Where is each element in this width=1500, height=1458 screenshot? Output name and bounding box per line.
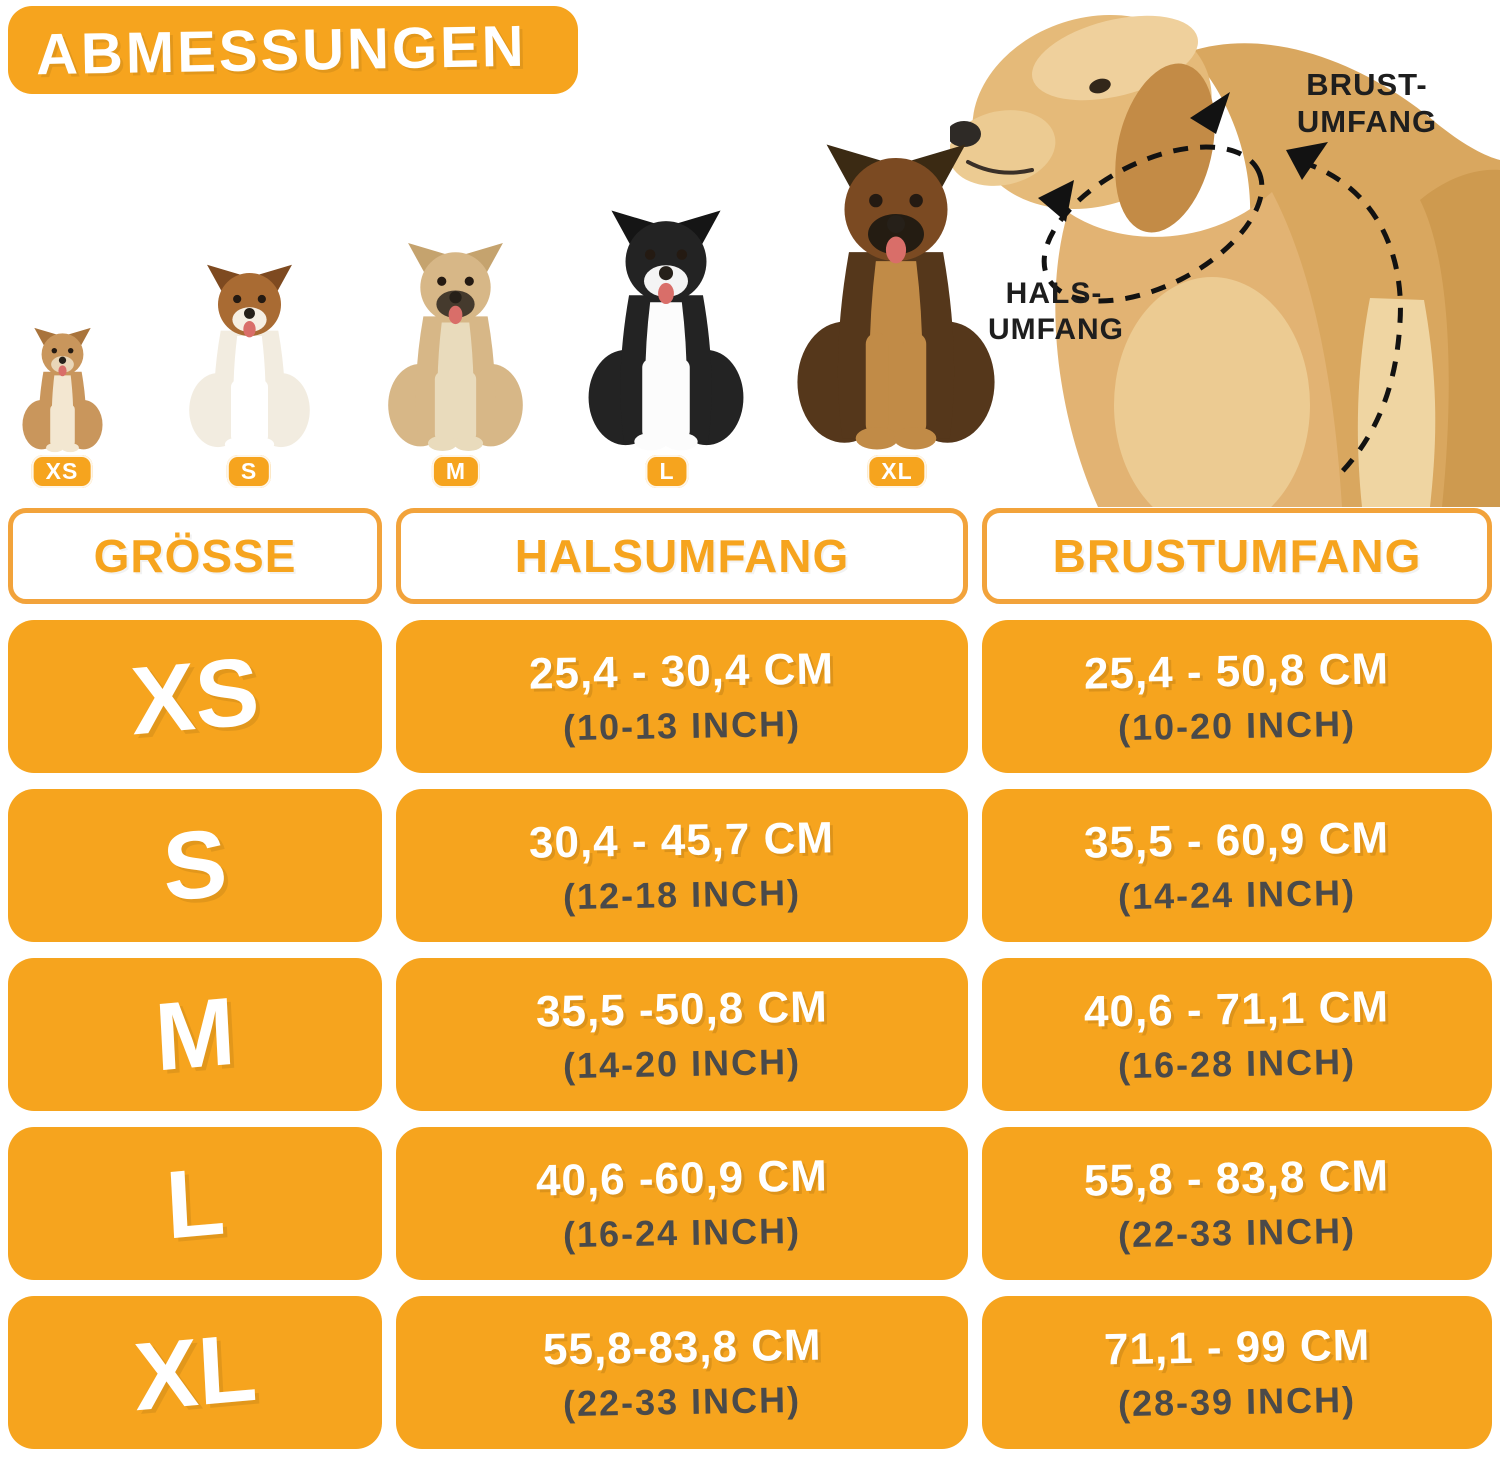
chest-inch-value: (28-39 INCH): [1117, 1378, 1357, 1424]
table-row-s-chest: 35,5 - 60,9 CM (14-24 INCH): [982, 789, 1492, 942]
size-table: GRÖSSE HALSUMFANG BRUSTUMFANG XS 25,4 - …: [8, 508, 1492, 1449]
neck-inch-value: (12-18 INCH): [562, 871, 802, 917]
golden-retriever-measure-illustration: [950, 14, 1500, 507]
table-row-m-neck: 35,5 -50,8 CM (14-20 INCH): [396, 958, 968, 1111]
chest-arrowhead: [1286, 142, 1328, 180]
dog-ear: [1115, 63, 1215, 233]
dog-m-french-bulldog-illustration: [379, 240, 532, 454]
size-badge-s: S: [226, 455, 272, 488]
neck-arrowhead-top: [1190, 92, 1230, 134]
dog-xs-chihuahua-illustration: [17, 326, 108, 454]
neck-label-line1: HALS-: [1005, 277, 1103, 310]
neck-cm-value: 30,4 - 45,7 CM: [529, 812, 835, 868]
table-row-xl-size: XL: [8, 1296, 382, 1449]
chest-label-line1: BRUST-: [1306, 67, 1428, 102]
size-value: XS: [128, 636, 262, 756]
table-row-m-chest: 40,6 - 71,1 CM (16-28 INCH): [982, 958, 1492, 1111]
chest-measure-dashed-arc: [1301, 159, 1403, 480]
table-row-xs-size: XS: [8, 620, 382, 773]
header-halsumfang: HALSUMFANG: [396, 508, 968, 604]
chest-cm-value: 35,5 - 60,9 CM: [1084, 812, 1390, 868]
table-row-l-size: L: [8, 1127, 382, 1280]
chest-inch-value: (22-33 INCH): [1117, 1209, 1357, 1255]
size-badge-l: L: [645, 455, 689, 488]
chest-inch-value: (16-28 INCH): [1117, 1040, 1357, 1086]
table-row-m-size: M: [8, 958, 382, 1111]
neck-measure-label: HALS- UMFANG: [988, 276, 1124, 348]
size-badge-xs: XS: [31, 455, 93, 488]
chest-measure-label: BRUST- UMFANG: [1293, 66, 1441, 140]
dog-nose: [950, 121, 981, 147]
title-banner: ABMESSUNGEN: [8, 6, 578, 94]
neck-inch-value: (14-20 INCH): [562, 1040, 802, 1086]
chest-cm-value: 71,1 - 99 CM: [1103, 1320, 1371, 1374]
neck-measure-dashed-loop: [1041, 144, 1265, 304]
neck-label-line2: UMFANG: [988, 313, 1124, 346]
dog-s-jack-russell-illustration: [181, 262, 318, 454]
size-value: XL: [131, 1313, 259, 1431]
table-row-l-neck: 40,6 -60,9 CM (16-24 INCH): [396, 1127, 968, 1280]
neck-inch-value: (16-24 INCH): [562, 1209, 802, 1255]
chest-inch-value: (10-20 INCH): [1117, 702, 1357, 748]
chest-inch-value: (14-24 INCH): [1117, 871, 1357, 917]
neck-arrowhead-left: [1038, 180, 1074, 222]
header-groesse: GRÖSSE: [8, 508, 382, 604]
table-row-xs-neck: 25,4 - 30,4 CM (10-13 INCH): [396, 620, 968, 773]
dog-eye: [1089, 78, 1111, 94]
chest-label-line2: UMFANG: [1296, 104, 1438, 140]
neck-inch-value: (10-13 INCH): [562, 702, 802, 748]
chest-cm-value: 55,8 - 83,8 CM: [1084, 1150, 1390, 1206]
table-row-xl-neck: 55,8-83,8 CM (22-33 INCH): [396, 1296, 968, 1449]
neck-cm-value: 55,8-83,8 CM: [542, 1320, 822, 1374]
table-row-xl-chest: 71,1 - 99 CM (28-39 INCH): [982, 1296, 1492, 1449]
size-value: L: [162, 1146, 227, 1260]
page-title: ABMESSUNGEN: [35, 13, 528, 87]
table-row-l-chest: 55,8 - 83,8 CM (22-33 INCH): [982, 1127, 1492, 1280]
neck-cm-value: 35,5 -50,8 CM: [535, 981, 829, 1037]
neck-inch-value: (22-33 INCH): [562, 1378, 802, 1424]
chest-cm-value: 25,4 - 50,8 CM: [1084, 643, 1390, 699]
table-row-s-neck: 30,4 - 45,7 CM (12-18 INCH): [396, 789, 968, 942]
chest-cm-value: 40,6 - 71,1 CM: [1084, 981, 1390, 1037]
size-badge-m: M: [431, 455, 481, 488]
header-brustumfang: BRUSTUMFANG: [982, 508, 1492, 604]
dog-l-border-collie-illustration: [578, 207, 754, 454]
dog-xl-german-shepherd-illustration: [784, 140, 1008, 454]
size-value: S: [160, 808, 230, 922]
neck-cm-value: 40,6 -60,9 CM: [535, 1150, 829, 1206]
table-row-xs-chest: 25,4 - 50,8 CM (10-20 INCH): [982, 620, 1492, 773]
table-row-s-size: S: [8, 789, 382, 942]
size-value: M: [152, 977, 238, 1091]
size-badge-xl: XL: [867, 455, 927, 488]
neck-cm-value: 25,4 - 30,4 CM: [529, 643, 835, 699]
